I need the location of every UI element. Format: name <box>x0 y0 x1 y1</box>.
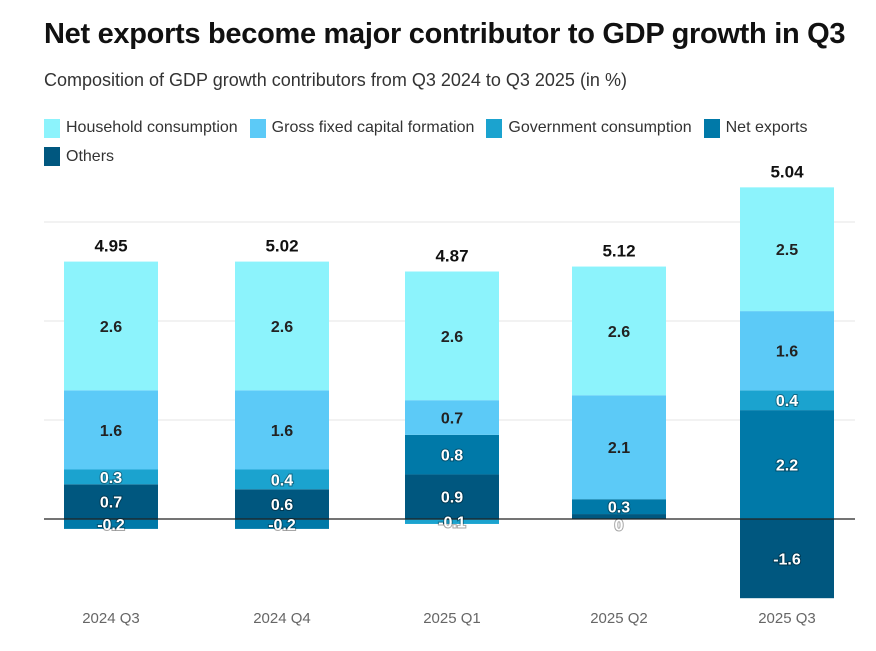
legend-label: Household consumption <box>66 119 238 136</box>
bar-segment <box>572 499 666 515</box>
bar-segment <box>740 311 834 391</box>
bar-segment <box>740 519 834 599</box>
legend-item: Net exports <box>703 114 808 142</box>
bar-segment <box>405 271 499 401</box>
total-label: 4.87 <box>435 247 468 266</box>
data-label: 0.3 <box>608 500 630 517</box>
legend-item: Household consumption <box>44 114 238 142</box>
legend-item: Government consumption <box>486 114 692 142</box>
legend-item: Others <box>44 143 114 171</box>
legend-swatch <box>44 118 60 138</box>
legend-label: Government consumption <box>508 119 692 136</box>
total-label: 5.02 <box>265 237 298 256</box>
bar-segment <box>235 519 329 529</box>
data-label: 2.6 <box>608 324 630 341</box>
legend-label: Others <box>66 147 115 165</box>
legend-swatch <box>249 118 266 138</box>
bar-segment <box>64 484 158 519</box>
bar-segment <box>405 400 499 435</box>
data-label: 0.7 <box>100 495 122 512</box>
data-label: 0.8 <box>441 448 463 465</box>
legend-item: Gross fixed capital formation <box>249 114 475 142</box>
bar-segment <box>235 390 329 470</box>
bar-segment <box>405 474 499 519</box>
data-label: -1.6 <box>773 552 801 569</box>
data-label: 1.6 <box>100 423 122 440</box>
total-label: 5.04 <box>770 162 804 181</box>
bar-segment <box>572 266 666 396</box>
data-label: 0.4 <box>271 472 293 489</box>
legend-swatch <box>44 147 60 166</box>
bar-segment <box>64 519 158 529</box>
x-tick-label: 2025 Q2 <box>590 610 648 627</box>
data-label: 1.6 <box>776 344 798 361</box>
bar-segment <box>572 395 666 500</box>
total-label: 5.12 <box>602 242 635 261</box>
total-label: 4.95 <box>94 237 127 256</box>
x-tick-label: 2025 Q3 <box>758 610 816 627</box>
bar-segment <box>235 469 329 490</box>
data-label: -0.2 <box>268 517 296 534</box>
data-label: 0.3 <box>100 470 122 487</box>
data-label: -0.2 <box>97 517 125 534</box>
legend-label: Gross fixed capital formation <box>271 119 475 136</box>
data-label: 2.6 <box>271 319 293 336</box>
data-label: -0.1 <box>438 514 466 531</box>
bar-segment <box>405 519 499 524</box>
data-label: 0.7 <box>441 411 463 428</box>
data-label: 2.2 <box>776 458 798 475</box>
data-label: 0.9 <box>441 490 463 507</box>
bar-segment <box>405 434 499 475</box>
bar-segment <box>235 261 329 391</box>
data-label: 2.1 <box>608 440 630 457</box>
bar-segment <box>740 390 834 411</box>
legend-swatch <box>486 118 503 138</box>
data-label: 2.6 <box>441 329 463 346</box>
bar-segment <box>740 410 834 519</box>
data-label: 0.6 <box>271 497 293 514</box>
bar-segment <box>64 261 158 391</box>
data-label: 2.6 <box>100 319 122 336</box>
bar-segment <box>572 514 666 519</box>
bar-segment <box>235 489 329 519</box>
x-tick-label: 2024 Q3 <box>82 610 140 627</box>
data-label: 2.5 <box>776 242 798 259</box>
legend-label: Net exports <box>725 119 808 136</box>
chart-subtitle: Composition of GDP growth contributors f… <box>44 70 627 90</box>
legend: Household consumption Gross fixed capital… <box>44 114 864 171</box>
data-label: 0 <box>615 518 624 535</box>
x-tick-label: 2025 Q1 <box>423 610 481 627</box>
bar-segment <box>64 469 158 485</box>
bar-segment <box>740 187 834 312</box>
data-label: 0.4 <box>776 393 798 410</box>
data-label: 1.6 <box>271 423 293 440</box>
legend-swatch <box>703 118 720 138</box>
chart-title: Net exports become major contributor to … <box>44 18 846 50</box>
x-tick-label: 2024 Q4 <box>253 610 311 627</box>
bar-segment <box>64 390 158 470</box>
